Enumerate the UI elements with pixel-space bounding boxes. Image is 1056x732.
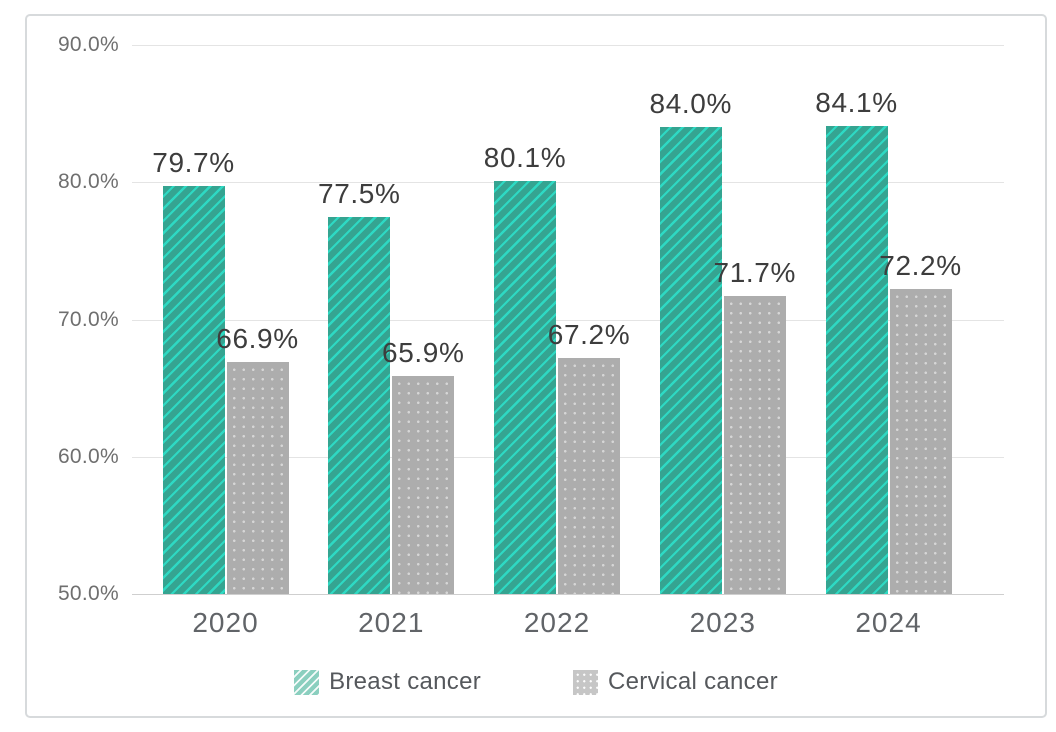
x-axis-tick-2023: 2023 xyxy=(689,607,756,638)
data-label-breast-cancer-2024: 84.1% xyxy=(815,86,898,118)
legend-label-breast-cancer: Breast cancer xyxy=(329,668,482,695)
bar-breast-cancer-2021 xyxy=(328,216,391,594)
gridline-70 xyxy=(132,319,1004,321)
bar-cervical-cancer-2022 xyxy=(558,357,620,594)
plot-area: 79.7% 66.9% 2020 77.5% 65.9% 2021 80.1% 67.2% 20… xyxy=(132,45,1004,638)
bar-breast-cancer-2022 xyxy=(494,180,556,594)
y-axis-tick-90: 90.0% xyxy=(57,33,119,56)
legend-item-cervical-cancer: Cervical cancer xyxy=(573,668,778,696)
bar-cervical-cancer-2023 xyxy=(723,296,786,594)
data-label-breast-cancer-2021: 77.5% xyxy=(318,177,401,209)
legend: Breast cancer Cervical cancer xyxy=(27,668,1045,696)
bar-cervical-cancer-2021 xyxy=(392,375,455,594)
x-axis-tick-2021: 2021 xyxy=(358,607,425,638)
data-label-cervical-cancer-2020: 66.9% xyxy=(216,323,299,355)
y-axis-tick-60: 60.0% xyxy=(57,444,119,468)
x-axis-tick-2022: 2022 xyxy=(523,607,591,638)
y-axis-tick-50: 50.0% xyxy=(57,582,119,605)
data-label-cervical-cancer-2022: 67.2% xyxy=(547,318,631,350)
gridline-50 xyxy=(132,594,1004,595)
data-label-cervical-cancer-2024: 72.2% xyxy=(879,250,962,282)
gridline-90 xyxy=(132,45,1004,46)
bar-breast-cancer-2024 xyxy=(825,125,888,594)
bar-breast-cancer-2020 xyxy=(162,186,225,594)
chart-panel: 79.7% 66.9% 2020 77.5% 65.9% 2021 80.1% 67.2% 20… xyxy=(25,14,1047,718)
gridline-80 xyxy=(132,182,1004,184)
legend-label-cervical-cancer: Cervical cancer xyxy=(608,668,778,695)
data-label-breast-cancer-2022: 80.1% xyxy=(483,141,567,173)
legend-swatch-cervical-cancer-icon xyxy=(573,669,599,695)
bar-cervical-cancer-2020 xyxy=(226,362,289,594)
data-label-cervical-cancer-2021: 65.9% xyxy=(382,336,465,368)
x-axis-tick-2024: 2024 xyxy=(855,607,922,638)
bar-breast-cancer-2023 xyxy=(659,127,722,594)
legend-item-breast-cancer: Breast cancer xyxy=(294,668,481,696)
data-label-breast-cancer-2023: 84.0% xyxy=(649,88,732,120)
x-axis-tick-2020: 2020 xyxy=(192,607,259,638)
bar-cervical-cancer-2024 xyxy=(889,289,952,594)
data-label-cervical-cancer-2023: 71.7% xyxy=(713,257,796,289)
legend-swatch-breast-cancer-icon xyxy=(294,669,320,695)
y-axis-tick-80: 80.0% xyxy=(57,170,119,194)
y-axis-tick-70: 70.0% xyxy=(57,307,119,331)
data-label-breast-cancer-2020: 79.7% xyxy=(152,147,235,179)
